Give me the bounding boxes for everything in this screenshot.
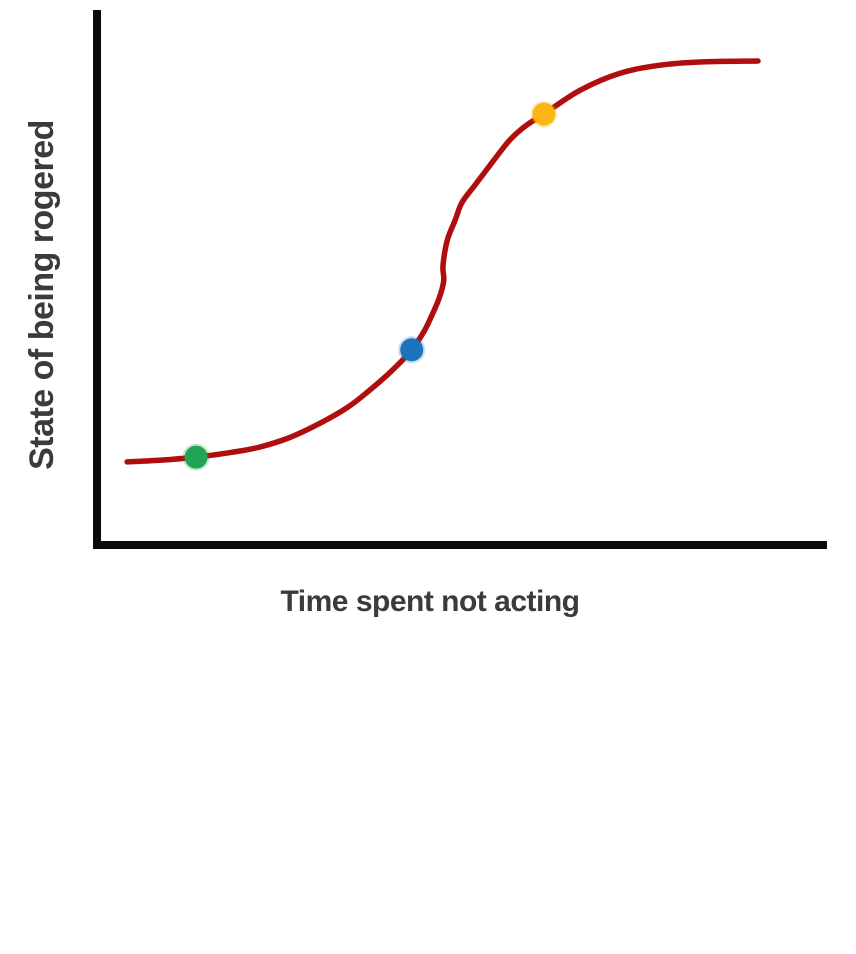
chart-marker-blue [398,336,426,364]
x-axis-line [93,541,827,549]
chart-marker-green [182,443,210,471]
sigmoid-chart [93,10,827,549]
chart-marker-yellow [530,100,558,128]
sigmoid-curve [124,58,761,465]
x-axis-title: Time spent not acting [280,585,580,618]
chart-markers [182,100,558,471]
y-axis-line [93,10,101,549]
chart-legend: Slightly rogered and slight upward curve… [0,640,856,954]
y-axis-title: State of being rogered [23,120,61,470]
